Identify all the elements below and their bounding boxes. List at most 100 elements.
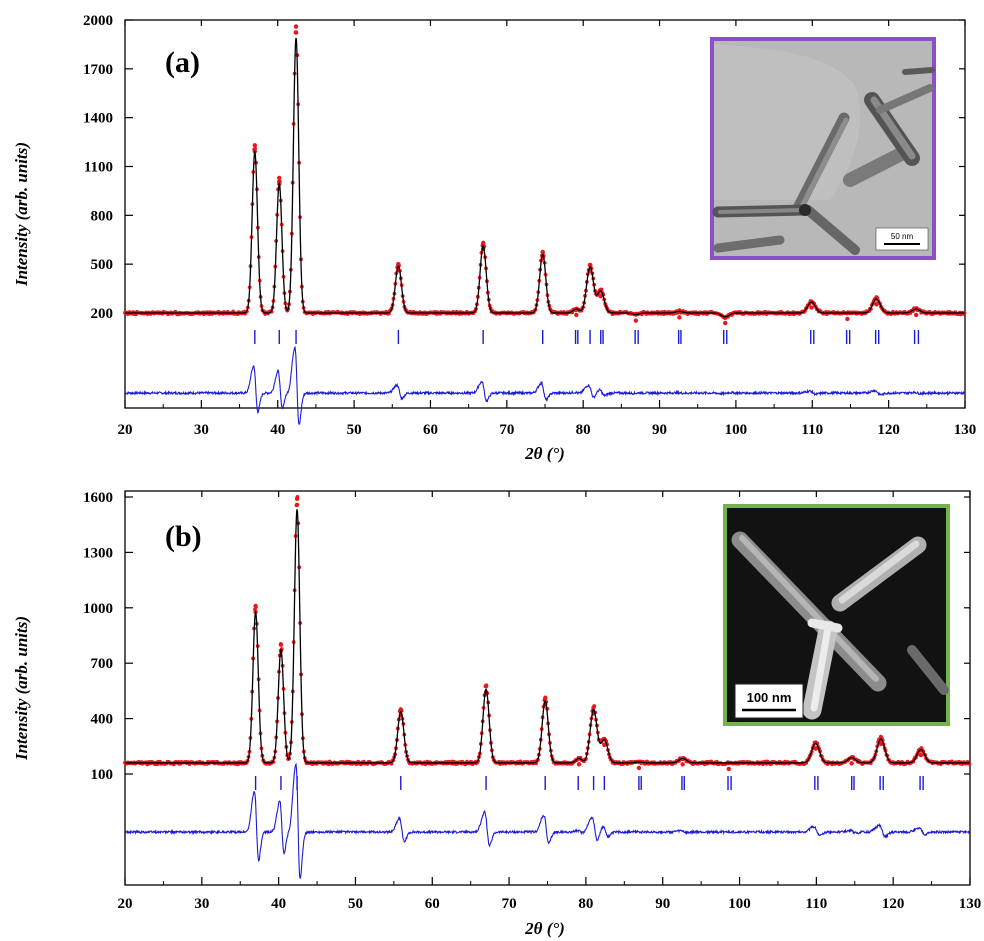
x-tick-label: 30 xyxy=(194,896,209,912)
nanorods-tem xyxy=(712,67,935,255)
x-tick-label: 120 xyxy=(877,422,900,438)
observed-point xyxy=(680,762,685,767)
panel-b: 20 30 40 50 60 70 80 90 100 110 120 130 10040070010… xyxy=(12,490,981,938)
observed-point xyxy=(398,707,403,712)
observed-point xyxy=(591,705,596,710)
y-tick-label: 800 xyxy=(91,208,114,224)
y-tick-label: 2000 xyxy=(83,13,113,29)
series-bragg-positions xyxy=(254,776,924,790)
y-tick-label: 1100 xyxy=(84,160,113,176)
sem-inset: 100 nm xyxy=(723,504,950,726)
series-difference xyxy=(124,762,971,879)
scale-bar-label: 100 nm xyxy=(747,690,792,705)
observed-point xyxy=(293,30,299,35)
y-axis-title: Intensity (arb. units) xyxy=(12,616,31,761)
x-tick-label: 50 xyxy=(347,422,362,438)
tem-inset: 50 nm xyxy=(710,37,936,260)
x-tick-label: 30 xyxy=(194,422,209,438)
x-tick-label: 50 xyxy=(348,896,363,912)
x-tick-label: 20 xyxy=(118,422,133,438)
y-tick-label: 700 xyxy=(91,656,114,672)
observed-point xyxy=(396,261,401,267)
x-tick-label: 100 xyxy=(725,422,748,438)
observed-point xyxy=(293,24,299,29)
y-tick-label: 400 xyxy=(91,712,114,728)
nanorods-sem xyxy=(731,531,949,720)
y-axis-title: Intensity (arb. units) xyxy=(12,142,31,287)
series-difference xyxy=(124,345,966,426)
x-tick-label: 130 xyxy=(959,896,982,912)
y-tick-label: 1600 xyxy=(83,490,113,506)
x-tick-label: 70 xyxy=(502,896,517,912)
observed-point xyxy=(480,240,486,246)
observed-point xyxy=(636,765,642,771)
x-ticks: 20 30 40 50 60 70 80 90 100 110 120 130 xyxy=(118,491,982,912)
observed-point xyxy=(809,305,814,310)
x-axis-title: 2θ (°) xyxy=(524,919,565,938)
series-layer xyxy=(123,495,972,879)
observed-point xyxy=(277,175,282,181)
observed-point xyxy=(633,318,639,323)
x-tick-label: 60 xyxy=(423,422,438,438)
y-tick-label: 100 xyxy=(91,767,114,783)
observed-point xyxy=(874,302,879,307)
observed-point xyxy=(576,762,582,767)
scale-bar-label: 50 nm xyxy=(891,232,914,241)
observed-point xyxy=(598,294,603,299)
x-axis-title: 2θ (°) xyxy=(524,444,565,463)
observed-point xyxy=(602,742,607,748)
series-calculated xyxy=(125,37,965,318)
observed-point xyxy=(294,496,300,502)
observed-point xyxy=(574,312,579,318)
x-tick-label: 90 xyxy=(652,422,667,438)
scale-bar-box xyxy=(734,683,804,719)
observed-point xyxy=(845,316,850,322)
x-tick-label: 40 xyxy=(271,896,286,912)
x-tick-label: 60 xyxy=(425,896,440,912)
panel-label: (b) xyxy=(165,520,202,553)
series-calculated xyxy=(125,509,970,764)
observed-point xyxy=(677,315,682,320)
observed-point xyxy=(849,761,854,766)
observed-point xyxy=(271,760,276,764)
x-tick-label: 80 xyxy=(578,896,593,912)
panel-label: (a) xyxy=(165,46,200,79)
observed-point xyxy=(918,752,924,758)
observed-point xyxy=(483,684,489,689)
x-tick-label: 130 xyxy=(954,422,977,438)
observed-point xyxy=(540,249,545,255)
observed-point xyxy=(813,746,818,751)
observed-point xyxy=(726,766,731,772)
observed-point xyxy=(543,696,548,701)
x-tick-label: 120 xyxy=(882,896,905,912)
x-tick-label: 110 xyxy=(801,422,823,438)
observed-point xyxy=(253,603,258,609)
x-tick-label: 90 xyxy=(655,896,670,912)
series-bragg-positions xyxy=(254,330,920,344)
observed-point xyxy=(723,320,728,326)
observed-point xyxy=(913,312,919,318)
observed-point xyxy=(252,143,258,148)
x-tick-label: 100 xyxy=(728,896,751,912)
observed-point xyxy=(278,642,284,647)
x-tick-label: 40 xyxy=(270,422,285,438)
x-ticks: 20 30 40 50 60 70 80 90 100 110 120 130 xyxy=(118,20,977,438)
panel-a: 20 30 40 50 60 70 80 90 100 110 120 130 200 500 800 11… xyxy=(12,13,976,463)
y-tick-label: 1400 xyxy=(83,111,113,127)
y-tick-label: 500 xyxy=(91,257,114,273)
y-ticks: 100 400 700 1000 1300 1600 xyxy=(83,490,970,783)
x-tick-label: 110 xyxy=(806,896,828,912)
observed-point xyxy=(878,741,884,747)
y-tick-label: 200 xyxy=(91,306,114,322)
series-layer xyxy=(123,24,967,426)
y-tick-label: 1000 xyxy=(83,601,113,617)
y-tick-label: 1700 xyxy=(83,62,113,78)
observed-point xyxy=(294,502,300,508)
x-tick-label: 70 xyxy=(499,422,514,438)
x-tick-label: 80 xyxy=(576,422,591,438)
observed-point xyxy=(587,262,593,268)
x-tick-label: 20 xyxy=(118,896,133,912)
y-tick-label: 1300 xyxy=(83,545,113,561)
y-ticks: 200 500 800 1100 1400 1700 2000 xyxy=(83,13,965,322)
